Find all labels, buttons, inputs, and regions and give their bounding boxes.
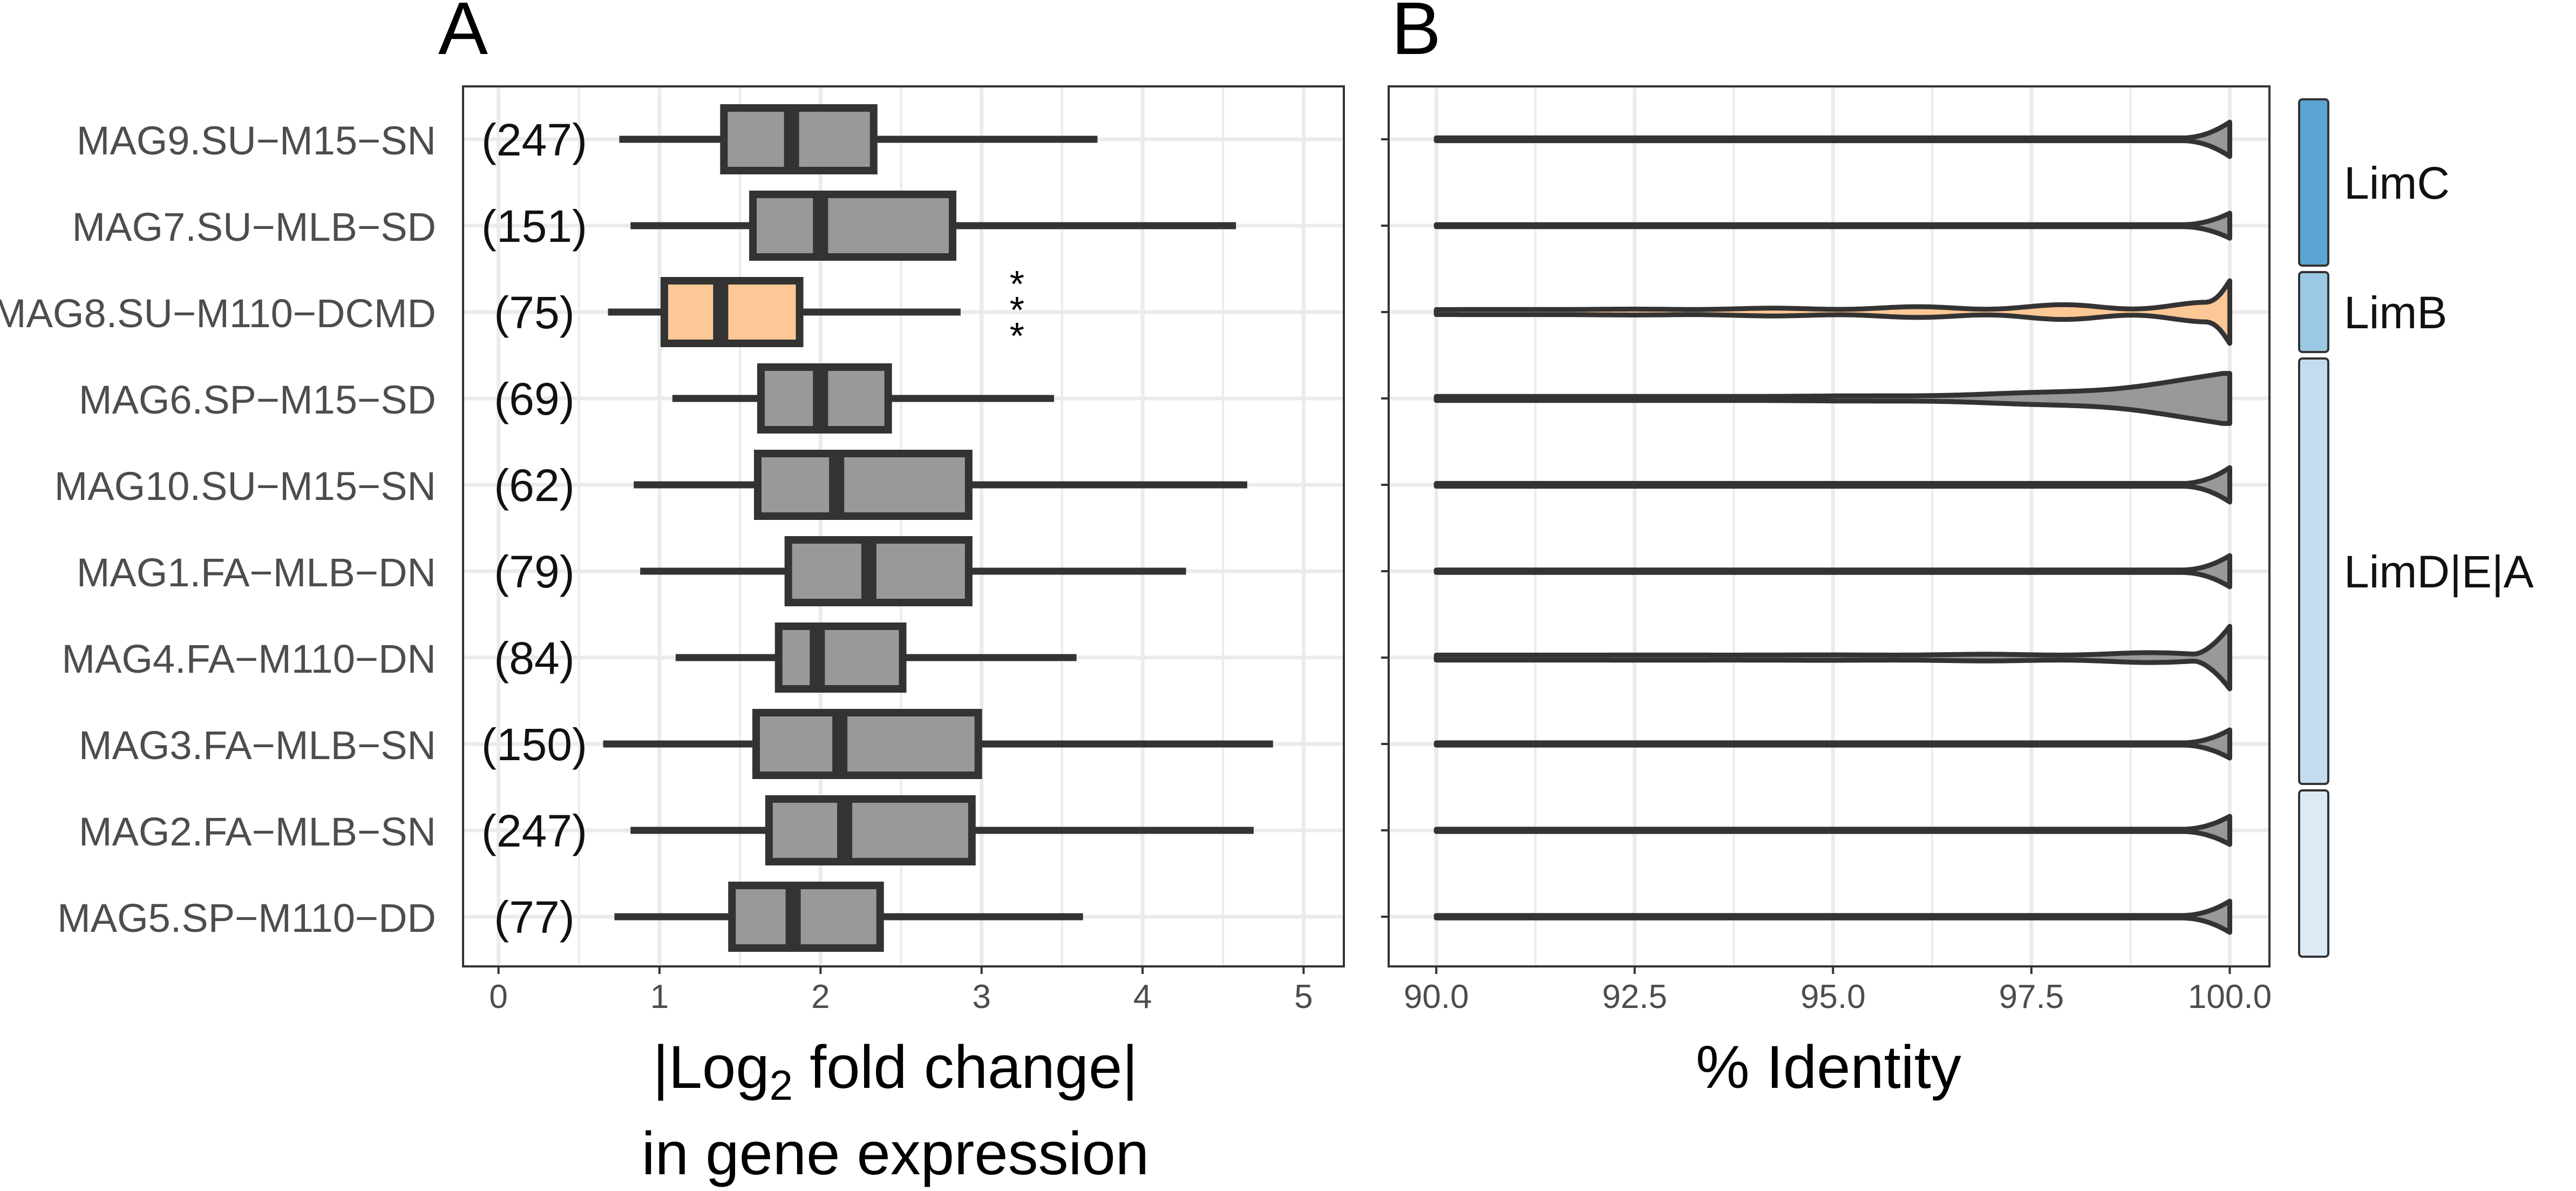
panel-a-frame <box>462 85 1345 967</box>
x-tick-label: 3 <box>972 978 990 1016</box>
group-label: LimC <box>2344 158 2450 208</box>
group-bar <box>2298 98 2329 267</box>
x-tick-label: 90.0 <box>1404 978 1469 1016</box>
x-tick-label: 95.0 <box>1800 978 1866 1016</box>
violin <box>1433 553 2232 590</box>
count-label: (247) <box>481 806 587 856</box>
count-label: (75) <box>494 287 574 338</box>
panel-a-x-label: |Log2 fold change| <box>653 1033 1138 1109</box>
category-label: MAG10.SU−M15−SN <box>55 464 436 509</box>
count-label: (84) <box>494 633 574 684</box>
category-label: MAG3.FA−MLB−SN <box>79 723 436 768</box>
panel-b-grid <box>1381 86 2269 966</box>
x-tick-label: 92.5 <box>1602 978 1667 1016</box>
category-label: MAG7.SU−MLB−SD <box>72 205 436 249</box>
violin <box>1433 814 2232 847</box>
violin <box>1433 898 2232 935</box>
box <box>749 191 956 261</box>
panel-a-x-ticks: 0 1 2 3 4 5 <box>489 966 1313 1016</box>
violin <box>1433 727 2232 761</box>
count-label: (77) <box>494 892 574 943</box>
box <box>728 882 884 952</box>
box <box>774 622 907 693</box>
category-labels: MAG9.SU−M15−SN MAG7.SU−MLB−SD MAG8.SU−M110… <box>0 118 436 940</box>
significance-star: * <box>1010 315 1024 357</box>
significance-star: * <box>1010 263 1024 305</box>
violin <box>1433 624 2232 692</box>
group-bar <box>2298 271 2329 353</box>
panel-b-x-label: % Identity <box>1696 1033 1961 1101</box>
panel-label-a: A <box>438 0 488 70</box>
category-label: MAG9.SU−M15−SN <box>77 118 436 163</box>
panel-b-frame <box>1388 85 2271 967</box>
category-label: MAG8.SU−M110−DCMD <box>0 291 436 336</box>
x-tick-label: 0 <box>489 978 507 1016</box>
x-tick-label: 97.5 <box>1999 978 2064 1016</box>
box <box>753 450 973 520</box>
violin <box>1433 119 2232 159</box>
group-label: LimB <box>2344 287 2447 338</box>
violin <box>1433 278 2232 346</box>
panel-a-x-label-line2: in gene expression <box>642 1120 1149 1187</box>
count-label: (150) <box>481 719 587 770</box>
box <box>765 795 976 865</box>
count-label: (62) <box>494 460 574 511</box>
panel-b: 90.0 92.5 95.0 97.5 100.0 % Identity <box>1381 85 2272 1101</box>
significance-annotation: * * * <box>1010 263 1024 357</box>
category-label: MAG2.FA−MLB−SN <box>79 809 436 854</box>
group-bar <box>2298 357 2329 785</box>
boxplots <box>603 104 1273 952</box>
x-tick-label: 2 <box>811 978 830 1016</box>
x-tick-label: 4 <box>1133 978 1152 1016</box>
violin <box>1433 465 2232 505</box>
group-bar <box>2298 789 2329 958</box>
box <box>752 709 982 779</box>
x-label-subscript: 2 <box>770 1061 793 1109</box>
x-tick-label: 1 <box>650 978 669 1016</box>
violin <box>1433 211 2232 241</box>
x-tick-label: 5 <box>1294 978 1313 1016</box>
x-label-part-rest: fold change| <box>793 1033 1138 1101</box>
count-label: (79) <box>494 546 574 597</box>
group-label: LimD|E|A <box>2344 546 2534 597</box>
group-sidebar: LimC LimB LimD|E|A <box>2298 98 2534 958</box>
count-label: (247) <box>481 114 587 165</box>
category-label: MAG1.FA−MLB−DN <box>77 550 436 595</box>
x-tick-label: 100.0 <box>2188 978 2272 1016</box>
category-label: MAG6.SP−M15−SD <box>79 377 436 422</box>
count-labels: (247) (151) (75) (69) (62) (79) (84) (150) (247)… <box>481 114 587 943</box>
violins <box>1433 119 2232 935</box>
panel-a: MAG9.SU−M15−SN MAG7.SU−MLB−SD MAG8.SU−M110… <box>0 85 1345 1187</box>
box <box>784 536 973 606</box>
significance-star: * <box>1010 289 1024 331</box>
count-label: (69) <box>494 374 574 424</box>
panel-b-x-ticks: 90.0 92.5 95.0 97.5 100.0 <box>1404 966 2272 1016</box>
count-label: (151) <box>481 201 587 252</box>
category-label: MAG5.SP−M110−DD <box>57 896 436 940</box>
category-label: MAG4.FA−M110−DN <box>62 637 436 681</box>
violin <box>1433 371 2232 426</box>
panel-label-b: B <box>1391 0 1441 70</box>
box <box>660 277 804 347</box>
x-label-part: |Log <box>653 1033 770 1101</box>
